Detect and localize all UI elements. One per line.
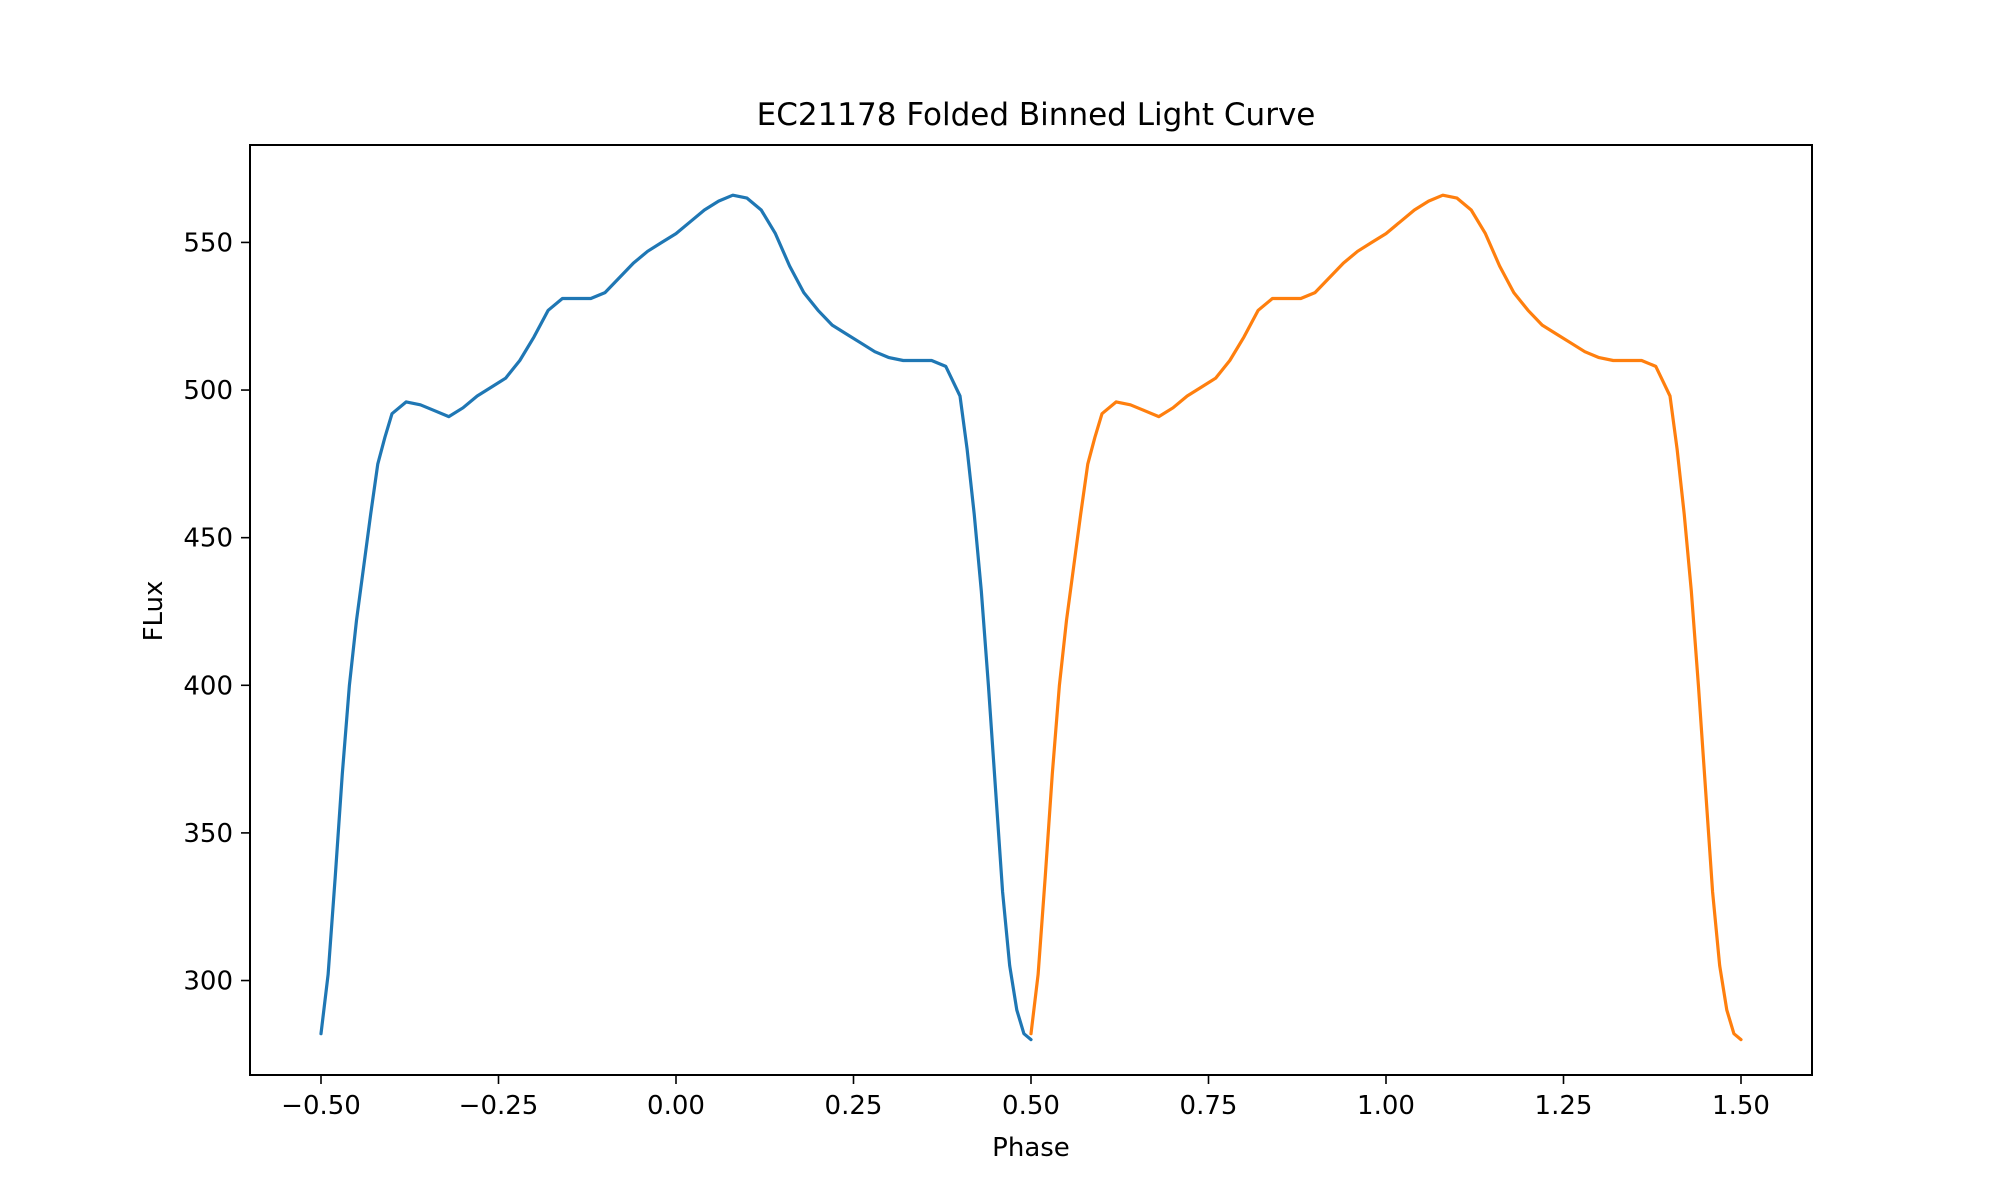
series-layer — [319, 193, 1743, 1042]
x-tick-label: 1.00 — [1357, 1091, 1415, 1121]
x-tick-label: −0.25 — [459, 1091, 539, 1121]
x-axis-label: Phase — [992, 1133, 1070, 1163]
x-tick-label: 0.75 — [1180, 1091, 1238, 1121]
series-line-1 — [319, 193, 1033, 1042]
x-tick-label: 0.00 — [647, 1091, 705, 1121]
chart-title: EC21178 Folded Binned Light Curve — [757, 97, 1316, 133]
y-tick-label: 450 — [183, 524, 233, 554]
x-tick-label: 1.50 — [1712, 1091, 1770, 1121]
x-tick-label: −0.50 — [281, 1091, 361, 1121]
y-tick-label: 300 — [183, 967, 233, 997]
x-tick-label: 0.25 — [825, 1091, 883, 1121]
x-tick-label: 1.25 — [1535, 1091, 1593, 1121]
series-line-2 — [1029, 193, 1743, 1042]
y-tick-label: 400 — [183, 671, 233, 701]
x-tick-label: 0.50 — [1002, 1091, 1060, 1121]
y-axis-ticks: 300 350 400 450 500 550 — [183, 228, 250, 997]
y-tick-label: 500 — [183, 376, 233, 406]
x-axis-ticks: −0.50 −0.25 0.00 0.25 0.50 0.75 1.00 1.25 1.50 — [281, 1075, 1770, 1121]
y-axis-label: FLux — [139, 581, 169, 642]
y-tick-label: 550 — [183, 228, 233, 258]
y-tick-label: 350 — [183, 819, 233, 849]
